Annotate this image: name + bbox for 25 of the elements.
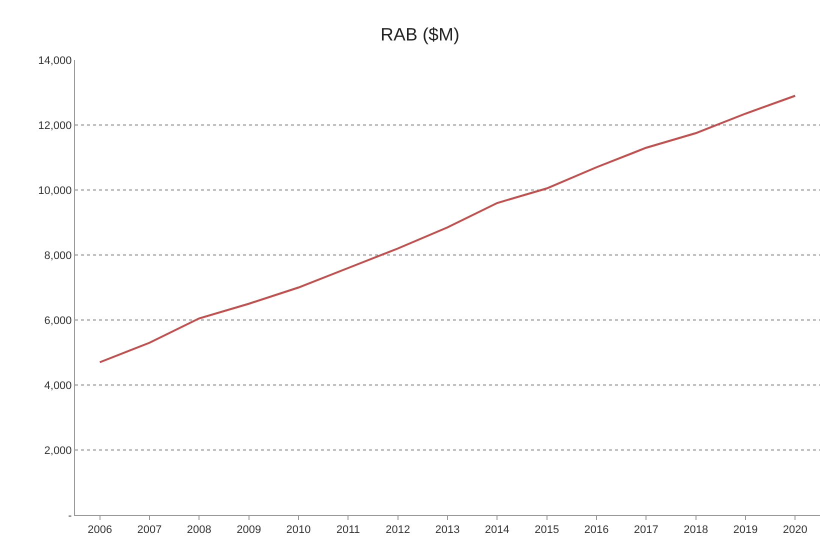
y-tick-label: 4,000 (44, 380, 72, 392)
x-tick-label: 2013 (435, 524, 460, 536)
chart-title: RAB ($M) (380, 24, 460, 45)
x-tick-label: 2019 (733, 524, 758, 536)
x-tick-label: 2012 (386, 524, 410, 536)
y-tick-label: 14,000 (38, 54, 72, 67)
y-tick-label: 10,000 (38, 184, 72, 197)
y-tick-label: 8,000 (44, 250, 72, 262)
x-tick-label: 2006 (88, 524, 112, 536)
x-tick-label: 2009 (236, 524, 262, 536)
x-tick-label: 2016 (584, 524, 609, 536)
y-tick-label: - (68, 510, 72, 522)
x-tick-label: 2010 (286, 524, 311, 536)
x-tick-label: 2008 (186, 524, 212, 536)
y-tick-label: 2,000 (44, 444, 72, 457)
y-tick-label: 6,000 (44, 314, 72, 327)
x-tick-label: 2020 (782, 524, 808, 536)
x-tick-label: 2017 (634, 524, 658, 536)
x-tick-label: 2015 (534, 524, 560, 536)
y-tick-label: 12,000 (38, 120, 72, 132)
x-tick-label: 2018 (684, 524, 708, 536)
x-tick-label: 2011 (336, 524, 360, 536)
line-series (98, 94, 796, 364)
x-tick-label: 2014 (484, 524, 510, 536)
x-tick-label: 2007 (137, 524, 162, 536)
